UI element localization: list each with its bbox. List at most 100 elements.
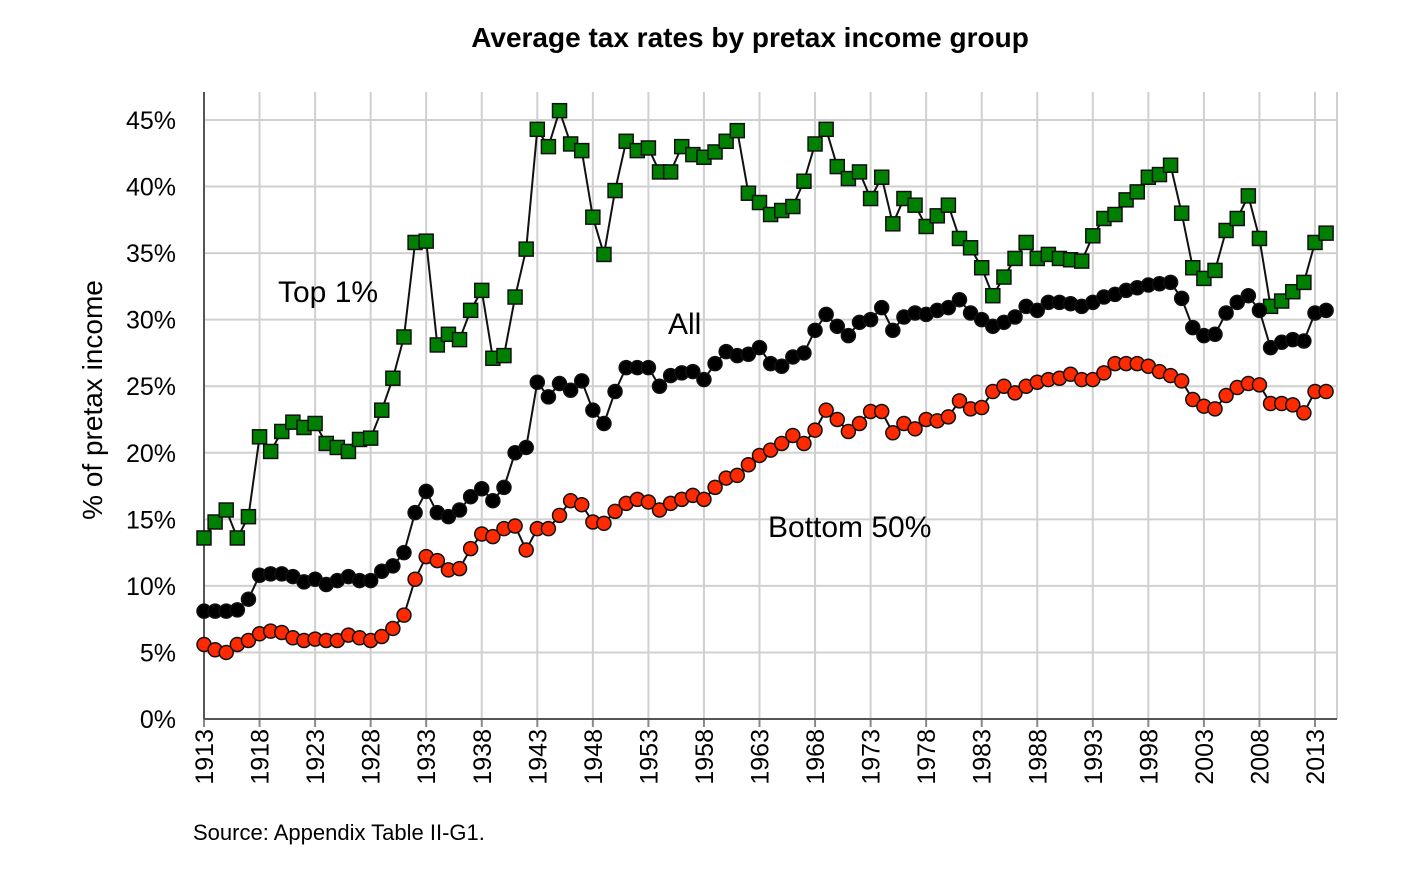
- data-point: [1018, 234, 1034, 251]
- data-point: [907, 197, 923, 213]
- data-point: [818, 306, 834, 323]
- data-point: [240, 508, 257, 525]
- data-point: [696, 491, 712, 508]
- annotation-bottom-50: Bottom 50%: [768, 511, 931, 544]
- data-point: [529, 374, 546, 390]
- x-tick-label: 1918: [247, 729, 275, 785]
- data-point: [829, 318, 846, 335]
- data-point: [1218, 387, 1234, 404]
- data-point: [551, 507, 568, 524]
- x-tick-label: 2003: [1191, 729, 1219, 785]
- data-point: [596, 515, 612, 532]
- data-point: [585, 402, 601, 418]
- data-point: [607, 182, 623, 199]
- data-point: [385, 558, 401, 574]
- series-bottom-50-: [196, 355, 1334, 661]
- data-point: [418, 233, 434, 249]
- data-point: [1107, 206, 1123, 223]
- data-point: [1085, 228, 1101, 244]
- data-point: [1162, 274, 1179, 291]
- data-point: [1229, 210, 1245, 227]
- data-point: [429, 552, 446, 569]
- data-point: [785, 198, 801, 215]
- data-point: [240, 632, 257, 649]
- data-point: [407, 571, 423, 587]
- data-point: [662, 164, 679, 180]
- data-point: [818, 402, 834, 418]
- data-point: [640, 140, 657, 156]
- data-point: [1096, 365, 1112, 381]
- data-point: [1318, 383, 1334, 400]
- x-tick-label: 1958: [691, 729, 719, 785]
- data-point: [1240, 188, 1257, 204]
- data-point: [1173, 205, 1190, 221]
- annotation-top-1: Top 1%: [278, 276, 378, 309]
- data-point: [374, 628, 390, 645]
- data-point: [1318, 302, 1334, 319]
- data-point: [607, 383, 623, 400]
- y-tick-label: 20%: [126, 440, 176, 468]
- data-point: [985, 287, 1001, 304]
- data-point: [562, 382, 579, 398]
- y-tick-label: 30%: [126, 307, 176, 335]
- data-point: [840, 327, 857, 344]
- data-point: [940, 409, 957, 425]
- data-point: [818, 121, 834, 138]
- data-point: [1296, 405, 1312, 421]
- x-tick-label: 1998: [1135, 729, 1163, 785]
- data-point: [829, 411, 846, 428]
- data-point: [1085, 371, 1101, 388]
- data-point: [1229, 294, 1245, 311]
- data-point: [685, 363, 701, 380]
- data-point: [973, 399, 990, 416]
- data-point: [907, 421, 923, 437]
- data-point: [540, 389, 557, 405]
- data-point: [1029, 302, 1045, 319]
- y-tick-label: 45%: [126, 107, 176, 135]
- data-point: [773, 435, 790, 452]
- data-point: [1296, 333, 1312, 349]
- x-axis-ticks: 1913 1918 1923 1928 1933 1938 1943 1948 1953 1958…: [191, 729, 1330, 785]
- data-point: [973, 311, 990, 328]
- data-point: [862, 190, 879, 207]
- x-tick-label: 1988: [1024, 729, 1052, 785]
- data-point: [1251, 230, 1268, 247]
- data-point: [740, 457, 757, 473]
- data-point: [374, 402, 390, 418]
- y-axis-label: % of pretax income: [77, 280, 108, 520]
- data-point: [540, 138, 557, 155]
- x-tick-label: 1953: [635, 729, 663, 785]
- y-tick-label: 15%: [126, 506, 176, 534]
- x-tick-label: 1963: [747, 729, 775, 785]
- data-point: [1129, 184, 1145, 200]
- x-tick-label: 1968: [802, 729, 830, 785]
- data-point: [251, 429, 268, 445]
- data-point: [440, 508, 457, 525]
- data-point: [573, 142, 590, 159]
- y-tick-label: 40%: [126, 174, 176, 202]
- data-point: [1318, 225, 1334, 241]
- data-point: [196, 530, 212, 546]
- data-point: [1251, 377, 1268, 393]
- data-point: [962, 305, 979, 321]
- data-point: [840, 423, 857, 440]
- data-point: [1073, 253, 1090, 269]
- data-point: [1207, 401, 1223, 417]
- series-layer: [196, 102, 1334, 661]
- x-tick-label: 1978: [913, 729, 941, 785]
- data-point: [1240, 287, 1257, 304]
- data-point: [996, 378, 1012, 394]
- data-point: [496, 479, 512, 496]
- data-point: [785, 427, 801, 444]
- data-point: [485, 492, 501, 509]
- data-point: [529, 121, 546, 138]
- data-point: [362, 572, 379, 589]
- data-point: [729, 122, 746, 139]
- y-tick-label: 35%: [126, 240, 176, 268]
- data-point: [640, 494, 657, 510]
- x-tick-label: 1993: [1080, 729, 1108, 785]
- data-point: [1296, 274, 1312, 291]
- x-tick-label: 1948: [580, 729, 608, 785]
- data-point: [751, 339, 768, 356]
